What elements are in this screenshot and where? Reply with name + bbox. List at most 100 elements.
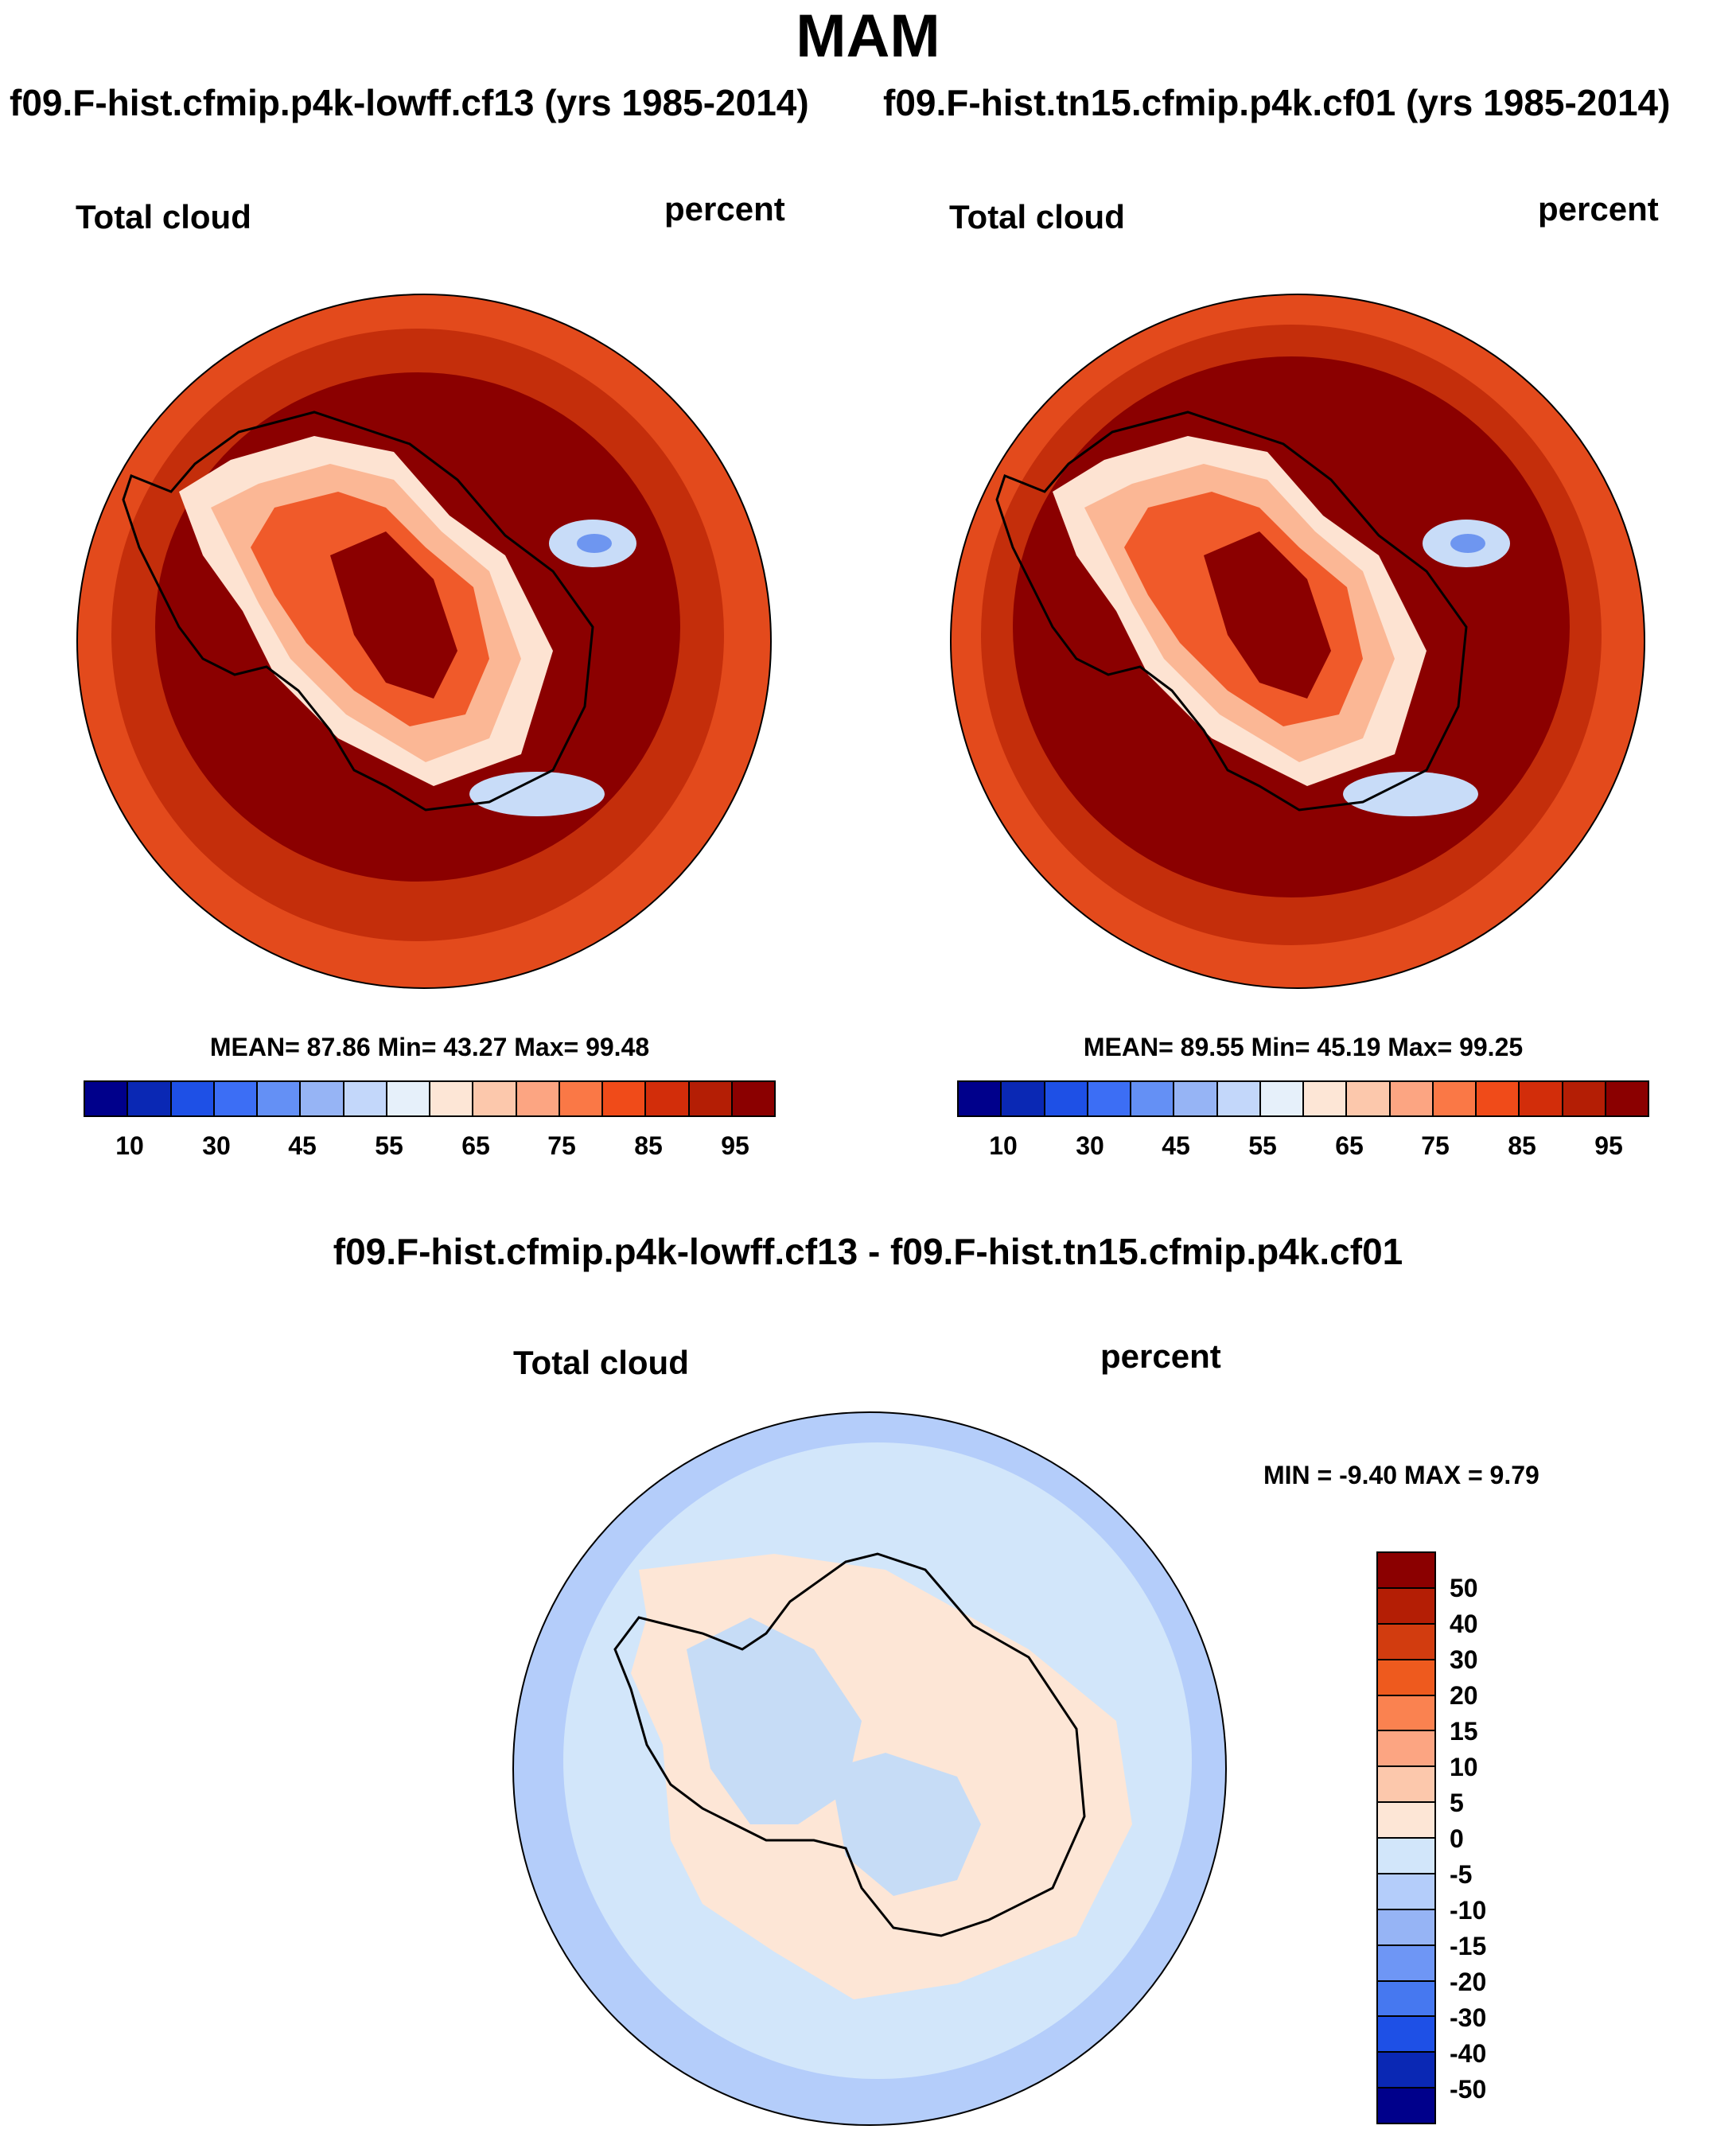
coastline	[995, 411, 1468, 812]
diff-stats: MIN = -9.40 MAX = 9.79	[1263, 1461, 1539, 1489]
diff-colorbar-swatch	[1378, 1731, 1434, 1768]
right-colorbar	[957, 1080, 1649, 1117]
diff-tick: 10	[1450, 1753, 1478, 1781]
diff-title: f09.F-hist.cfmip.p4k-lowff.cf13 - f09.F-…	[333, 1231, 1403, 1272]
right-tick: 10	[989, 1131, 1018, 1160]
diff-colorbar-swatch	[1378, 1909, 1434, 1946]
diff-tick: 5	[1450, 1789, 1464, 1817]
diff-negative-ross	[830, 1753, 981, 1896]
run-title-left: f09.F-hist.cfmip.p4k-lowff.cf13 (yrs 198…	[10, 82, 809, 123]
diff-tick: -30	[1450, 2003, 1487, 2032]
diff-colorbar-swatch	[1378, 2088, 1434, 2123]
left-colorbar-swatch	[214, 1082, 258, 1115]
left-colorbar-swatch	[171, 1082, 215, 1115]
right-tick: 85	[1508, 1131, 1536, 1160]
left-colorbar-swatch	[646, 1082, 690, 1115]
diff-tick: -10	[1450, 1896, 1487, 1925]
blue-core-east	[1450, 534, 1485, 553]
left-colorbar-swatch	[301, 1082, 344, 1115]
diff-colorbar-swatch	[1378, 1624, 1434, 1660]
diff-tick: -15	[1450, 1932, 1487, 1960]
diff-colorbar-swatch	[1378, 1874, 1434, 1910]
left-colorbar-swatch	[430, 1082, 474, 1115]
right-polar-map	[950, 294, 1645, 989]
left-variable-label: Total cloud	[76, 198, 251, 236]
left-colorbar-swatch	[689, 1082, 733, 1115]
right-tick: 95	[1594, 1131, 1623, 1160]
right-units-label: percent	[1538, 190, 1659, 228]
run-title-right: f09.F-hist.tn15.cfmip.p4k.cf01 (yrs 1985…	[883, 82, 1671, 123]
map-border	[76, 294, 772, 989]
diff-colorbar-swatch	[1378, 2053, 1434, 2089]
left-tick: 85	[634, 1131, 663, 1160]
right-colorbar-swatch	[959, 1082, 1002, 1115]
right-colorbar-swatch	[1217, 1082, 1261, 1115]
blue-anomaly-south	[1343, 772, 1478, 816]
diff-tick: 50	[1450, 1574, 1478, 1602]
left-tick: 95	[721, 1131, 749, 1160]
left-tick: 45	[288, 1131, 317, 1160]
diff-tick: 20	[1450, 1681, 1478, 1710]
diff-variable-label: Total cloud	[513, 1344, 689, 1381]
diff-colorbar-swatch	[1378, 1981, 1434, 2018]
right-colorbar-swatch	[1563, 1082, 1606, 1115]
diff-tick: 0	[1450, 1824, 1464, 1853]
left-colorbar-swatch	[516, 1082, 560, 1115]
right-colorbar-swatch	[1088, 1082, 1131, 1115]
main-title: MAM	[796, 2, 940, 70]
map-border	[512, 1411, 1227, 2126]
diff-tick: -50	[1450, 2075, 1487, 2104]
left-tick: 10	[115, 1131, 144, 1160]
right-colorbar-swatch	[1347, 1082, 1391, 1115]
right-colorbar-swatch	[1131, 1082, 1175, 1115]
diff-tick: -40	[1450, 2039, 1487, 2068]
left-colorbar-swatch	[344, 1082, 387, 1115]
right-colorbar-swatch	[1433, 1082, 1477, 1115]
diff-colorbar-swatch	[1378, 2017, 1434, 2053]
diff-negative-interior	[687, 1617, 862, 1824]
right-colorbar-swatch	[1477, 1082, 1520, 1115]
right-stats: MEAN= 89.55 Min= 45.19 Max= 99.25	[1083, 1033, 1524, 1061]
diff-colorbar-swatch	[1378, 1660, 1434, 1696]
right-tick: 45	[1162, 1131, 1190, 1160]
diff-colorbar-swatch	[1378, 1839, 1434, 1874]
diff-colorbar	[1376, 1551, 1436, 2124]
right-colorbar-swatch	[1520, 1082, 1563, 1115]
diff-tick: 15	[1450, 1717, 1478, 1746]
left-colorbar-swatch	[85, 1082, 129, 1115]
diff-colorbar-swatch	[1378, 1588, 1434, 1625]
left-units-label: percent	[664, 190, 785, 228]
coastline	[122, 411, 594, 812]
diff-units-label: percent	[1100, 1337, 1221, 1375]
diff-colorbar-swatch	[1378, 1553, 1434, 1589]
left-colorbar-swatch	[603, 1082, 647, 1115]
diff-tick: -5	[1450, 1860, 1473, 1889]
left-colorbar-swatch	[559, 1082, 603, 1115]
right-colorbar-swatch	[1390, 1082, 1434, 1115]
diff-colorbar-swatch	[1378, 1695, 1434, 1732]
coastline	[613, 1552, 1086, 1937]
right-tick: 30	[1076, 1131, 1104, 1160]
left-tick: 55	[375, 1131, 403, 1160]
left-stats: MEAN= 87.86 Min= 43.27 Max= 99.48	[209, 1033, 650, 1061]
left-tick: 30	[202, 1131, 231, 1160]
diff-tick: -20	[1450, 1968, 1487, 1996]
right-colorbar-swatch	[1260, 1082, 1304, 1115]
right-tick: 65	[1335, 1131, 1364, 1160]
map-border	[950, 294, 1645, 989]
blue-anomaly-south	[469, 772, 605, 816]
left-colorbar	[84, 1080, 776, 1117]
right-tick: 75	[1421, 1131, 1450, 1160]
diff-colorbar-swatch	[1378, 1767, 1434, 1804]
right-colorbar-swatch	[1304, 1082, 1348, 1115]
left-colorbar-swatch	[387, 1082, 430, 1115]
left-colorbar-swatch	[258, 1082, 302, 1115]
right-colorbar-swatch	[1174, 1082, 1218, 1115]
blue-core-east	[577, 534, 612, 553]
diff-colorbar-swatch	[1378, 1803, 1434, 1839]
antarctica-plateau	[1204, 531, 1331, 699]
diff-colorbar-swatch	[1378, 1945, 1434, 1982]
diff-tick: 40	[1450, 1610, 1478, 1638]
diff-polar-map	[512, 1411, 1227, 2126]
left-colorbar-swatch	[732, 1082, 774, 1115]
